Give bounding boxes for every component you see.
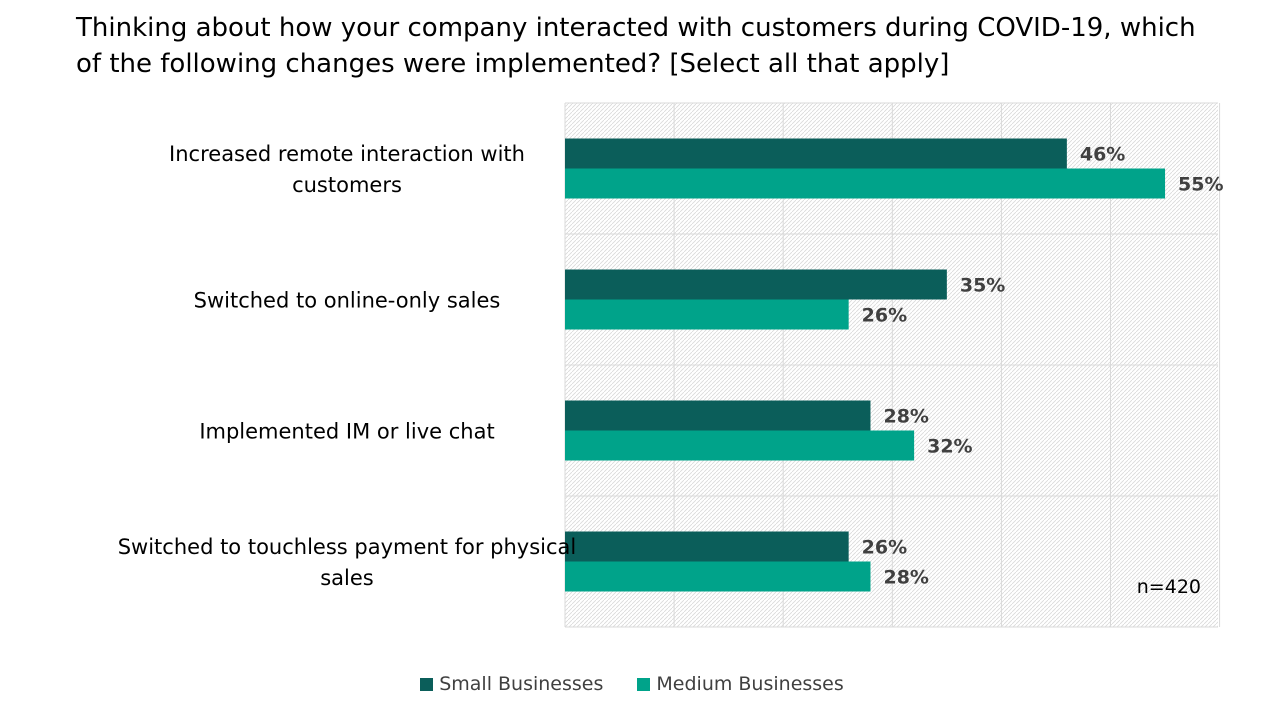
chart-title: Thinking about how your company interact…: [76, 10, 1216, 82]
data-label: 46%: [1080, 144, 1125, 166]
legend-label-medium: Medium Businesses: [656, 673, 844, 695]
sample-size-annotation: n=420: [1137, 576, 1201, 598]
bar: [565, 299, 849, 330]
data-label: 35%: [960, 275, 1005, 297]
legend-item-medium: Medium Businesses: [637, 673, 844, 695]
category-label: customers: [292, 173, 402, 197]
data-label: 55%: [1178, 174, 1223, 196]
bar: [565, 430, 915, 461]
bar: [565, 561, 871, 592]
legend: Small Businesses Medium Businesses: [0, 673, 1264, 695]
data-label: 28%: [883, 567, 928, 589]
legend-swatch-small: [420, 677, 434, 691]
legend-item-small: Small Businesses: [420, 673, 603, 695]
data-label: 28%: [883, 406, 928, 428]
category-label: sales: [320, 566, 374, 590]
legend-swatch-medium: [637, 677, 651, 691]
category-label: Switched to online-only sales: [194, 289, 501, 313]
category-label: Switched to touchless payment for physic…: [118, 535, 577, 559]
bar: [565, 168, 1166, 199]
bar: [565, 400, 871, 431]
chart-title-line-1: Thinking about how your company interact…: [76, 13, 1196, 43]
category-label: Increased remote interaction with: [169, 142, 525, 166]
data-label: 32%: [927, 436, 972, 458]
data-label: 26%: [862, 537, 907, 559]
bar: [565, 138, 1067, 169]
bar: [565, 531, 849, 562]
bar: [565, 269, 947, 300]
chart-title-line-2: of the following changes were implemente…: [76, 49, 950, 79]
legend-label-small: Small Businesses: [439, 673, 604, 695]
category-label: Implemented IM or live chat: [199, 420, 494, 444]
data-label: 26%: [862, 305, 907, 327]
